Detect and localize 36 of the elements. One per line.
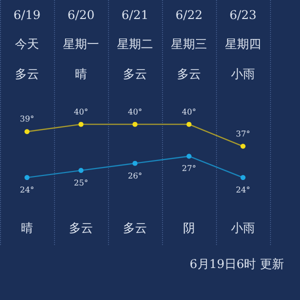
data-label: 40° (128, 107, 142, 116)
point (78, 168, 84, 173)
annotation: 多云 (177, 67, 201, 81)
annotation: 多云 (69, 221, 93, 235)
point (132, 160, 138, 166)
text: 6月19日6时 更新 (190, 257, 284, 271)
data-label: 37° (236, 129, 250, 138)
data-label: 24° (236, 186, 250, 195)
annotation: 多云 (123, 67, 147, 81)
point (24, 175, 30, 180)
x-tick-label: 6/22 (176, 8, 202, 22)
data-label: 25° (74, 178, 88, 188)
annotation: 阴 (183, 221, 195, 235)
annotation: 星期四 (225, 37, 261, 51)
annotation: 多云 (15, 67, 39, 81)
point (240, 175, 246, 180)
point (186, 154, 192, 159)
data-label: 40° (182, 107, 196, 116)
annotation: 星期三 (171, 37, 207, 51)
annotation: 星期二 (117, 37, 153, 51)
x-tick-label: 6/20 (68, 8, 94, 22)
annotation: 小雨 (231, 67, 255, 81)
data-label: 27° (182, 164, 196, 174)
x-tick-label: 6/21 (122, 8, 148, 22)
annotation: 多云 (123, 221, 147, 235)
data-label: 24° (20, 186, 34, 195)
annotation: 晴 (75, 67, 87, 81)
x-tick-label: 6/23 (230, 8, 256, 22)
annotation: 星期一 (63, 37, 99, 51)
data-label: 26° (128, 171, 142, 180)
annotation: 小雨 (231, 221, 255, 235)
data-label: 39° (20, 114, 34, 124)
annotation: 今天 (15, 37, 39, 51)
data-label: 40° (74, 107, 88, 116)
x-tick-label: 6/19 (14, 8, 40, 22)
annotation: 晴 (21, 221, 33, 235)
